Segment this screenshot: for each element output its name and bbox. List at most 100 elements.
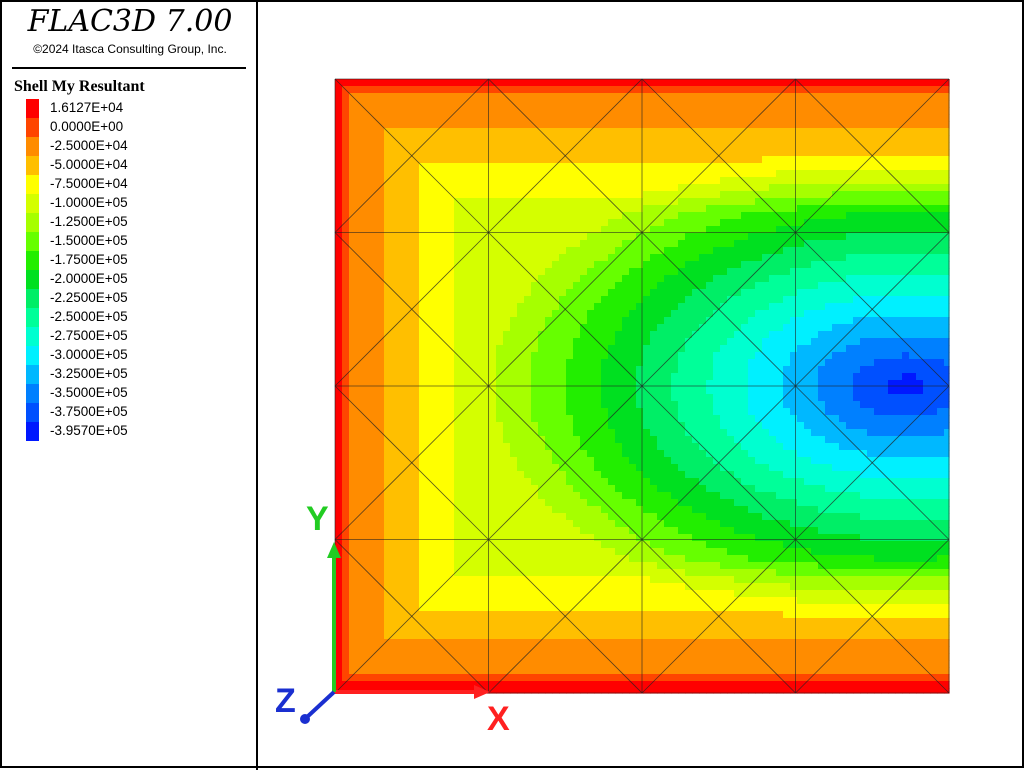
contour-cell bbox=[853, 359, 861, 367]
contour-cell bbox=[930, 135, 938, 143]
contour-cell bbox=[811, 233, 819, 241]
contour-cell bbox=[566, 275, 574, 283]
contour-cell bbox=[734, 247, 742, 255]
contour-cell bbox=[377, 135, 385, 143]
contour-cell bbox=[741, 163, 749, 171]
contour-cell bbox=[895, 366, 903, 374]
contour-cell bbox=[678, 100, 686, 108]
contour-cell bbox=[678, 149, 686, 157]
contour-cell bbox=[580, 240, 588, 248]
contour-cell bbox=[517, 247, 525, 255]
contour-cell bbox=[734, 114, 742, 122]
contour-cell bbox=[531, 303, 539, 311]
contour-cell bbox=[363, 233, 371, 241]
contour-cell bbox=[825, 205, 833, 213]
contour-cell bbox=[342, 205, 350, 213]
contour-cell bbox=[342, 261, 350, 269]
contour-cell bbox=[930, 303, 938, 311]
contour-cell bbox=[538, 289, 546, 297]
contour-cell bbox=[811, 303, 819, 311]
contour-cell bbox=[797, 219, 805, 227]
contour-cell bbox=[650, 233, 658, 241]
contour-cell bbox=[685, 408, 693, 416]
contour-cell bbox=[475, 338, 483, 346]
contour-cell bbox=[384, 198, 392, 206]
contour-cell bbox=[699, 86, 707, 94]
contour-cell bbox=[510, 114, 518, 122]
contour-cell bbox=[398, 289, 406, 297]
contour-cell bbox=[860, 415, 868, 423]
contour-cell bbox=[937, 177, 945, 185]
contour-cell bbox=[377, 184, 385, 192]
contour-plot[interactable]: X Y Z bbox=[258, 2, 1024, 770]
contour-cell bbox=[433, 394, 441, 402]
contour-cell bbox=[419, 135, 427, 143]
contour-cell bbox=[580, 261, 588, 269]
contour-cell bbox=[811, 331, 819, 339]
contour-cell bbox=[545, 422, 553, 430]
contour-cell bbox=[888, 100, 896, 108]
contour-cell bbox=[608, 128, 616, 136]
contour-cell bbox=[657, 352, 665, 360]
contour-cell bbox=[692, 107, 700, 115]
contour-cell bbox=[930, 114, 938, 122]
contour-cell bbox=[349, 191, 357, 199]
contour-cell bbox=[622, 331, 630, 339]
contour-cell bbox=[489, 310, 497, 318]
contour-cell bbox=[678, 352, 686, 360]
contour-cell bbox=[853, 289, 861, 297]
contour-cell bbox=[930, 310, 938, 318]
contour-cell bbox=[818, 450, 826, 458]
contour-cell bbox=[692, 128, 700, 136]
contour-cell bbox=[629, 170, 637, 178]
contour-cell bbox=[748, 450, 756, 458]
contour-cell bbox=[853, 156, 861, 164]
contour-cell bbox=[405, 170, 413, 178]
contour-cell bbox=[685, 247, 693, 255]
contour-cell bbox=[902, 380, 910, 388]
contour-cell bbox=[398, 443, 406, 451]
contour-cell bbox=[594, 142, 602, 150]
contour-cell bbox=[811, 107, 819, 115]
contour-cell bbox=[419, 401, 427, 409]
contour-cell bbox=[398, 282, 406, 290]
contour-cell bbox=[748, 408, 756, 416]
contour-cell bbox=[769, 219, 777, 227]
contour-cell bbox=[377, 401, 385, 409]
contour-cell bbox=[524, 324, 532, 332]
contour-cell bbox=[664, 380, 672, 388]
contour-cell bbox=[356, 282, 364, 290]
contour-cell bbox=[783, 163, 791, 171]
contour-cell bbox=[860, 261, 868, 269]
contour-cell bbox=[524, 282, 532, 290]
contour-cell bbox=[860, 373, 868, 381]
contour-cell bbox=[636, 205, 644, 213]
contour-cell bbox=[762, 331, 770, 339]
contour-cell bbox=[503, 331, 511, 339]
contour-cell bbox=[762, 86, 770, 94]
contour-cell bbox=[678, 219, 686, 227]
contour-cell bbox=[419, 79, 427, 87]
contour-cell bbox=[727, 191, 735, 199]
contour-cell bbox=[902, 240, 910, 248]
contour-cell bbox=[440, 79, 448, 87]
contour-cell bbox=[377, 156, 385, 164]
contour-cell bbox=[398, 457, 406, 465]
contour-cell bbox=[524, 408, 532, 416]
contour-cell bbox=[895, 296, 903, 304]
contour-cell bbox=[552, 324, 560, 332]
contour-cell bbox=[510, 380, 518, 388]
contour-cell bbox=[412, 184, 420, 192]
contour-cell bbox=[636, 170, 644, 178]
contour-cell bbox=[685, 205, 693, 213]
contour-cell bbox=[356, 324, 364, 332]
contour-cell bbox=[524, 240, 532, 248]
contour-cell bbox=[510, 450, 518, 458]
contour-cell bbox=[342, 394, 350, 402]
contour-cell bbox=[874, 247, 882, 255]
contour-cell bbox=[804, 156, 812, 164]
contour-cell bbox=[566, 373, 574, 381]
contour-cell bbox=[699, 212, 707, 220]
contour-cell bbox=[923, 380, 931, 388]
contour-cell bbox=[860, 135, 868, 143]
